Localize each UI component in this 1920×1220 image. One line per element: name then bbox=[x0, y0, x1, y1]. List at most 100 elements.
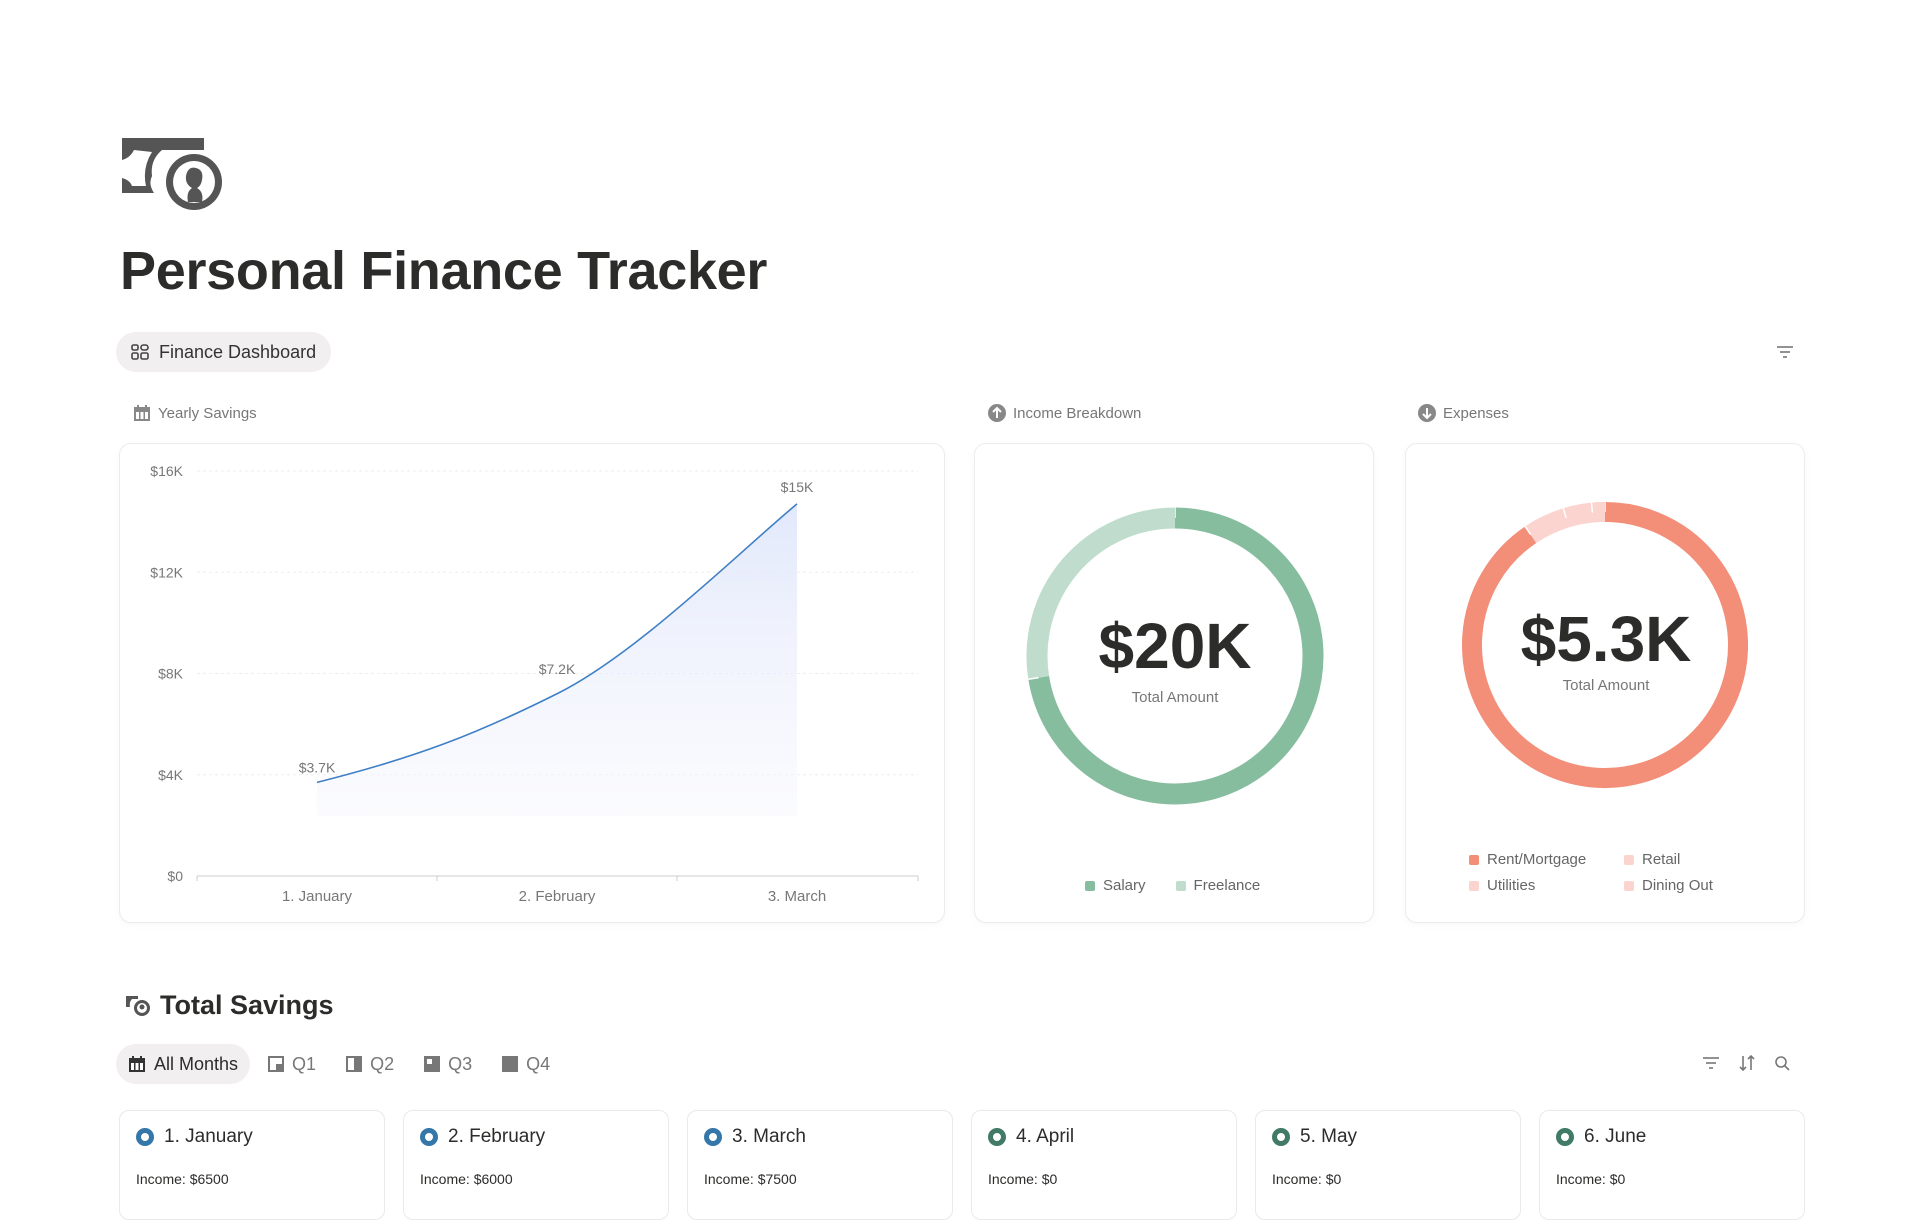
slice-separator bbox=[1590, 502, 1594, 513]
legend-label: Salary bbox=[1103, 877, 1146, 894]
expenses-total-label: Total Amount bbox=[1562, 677, 1650, 694]
month-income: Income: $0 bbox=[988, 1171, 1058, 1187]
month-title: 5. May bbox=[1272, 1126, 1357, 1148]
income-total-value: $20K bbox=[1098, 610, 1252, 682]
legend-label: Utilities bbox=[1487, 877, 1536, 894]
sort-icon[interactable] bbox=[1738, 1055, 1756, 1071]
quarter-q1-icon bbox=[268, 1056, 285, 1072]
legend-label: Retail bbox=[1642, 851, 1681, 868]
view-tabs: All Months Q1 Q2 Q3 Q4 bbox=[116, 1044, 562, 1084]
month-name: 6. June bbox=[1584, 1126, 1647, 1147]
month-income: Income: $7500 bbox=[704, 1171, 797, 1187]
month-name: 2. February bbox=[448, 1126, 546, 1147]
status-circle-icon bbox=[988, 1128, 1006, 1146]
expenses-donut-chart bbox=[1462, 502, 1748, 788]
expenses-label: Expenses bbox=[1418, 404, 1509, 422]
month-name: 1. January bbox=[164, 1126, 253, 1147]
money-coin-icon bbox=[126, 995, 150, 1016]
legend-swatch bbox=[1085, 880, 1095, 891]
legend-label: Dining Out bbox=[1642, 877, 1713, 894]
status-circle-icon bbox=[136, 1128, 154, 1146]
total-savings-heading: Total Savings bbox=[124, 990, 334, 1021]
expenses-card: $5.3K Total Amount Rent/Mortgage Retail … bbox=[1405, 443, 1805, 923]
yearly-savings-text: Yearly Savings bbox=[158, 404, 257, 422]
legend-freelance: Freelance bbox=[1175, 877, 1260, 894]
y-tick-label: $4K bbox=[158, 767, 184, 783]
quarter-q4-icon bbox=[502, 1056, 519, 1072]
income-breakdown-card: $20K Total Amount Salary Freelance bbox=[974, 443, 1374, 923]
tab-label: Q4 bbox=[526, 1053, 551, 1074]
tab-label: All Months bbox=[154, 1053, 239, 1074]
tab-label: Q3 bbox=[448, 1053, 473, 1074]
x-tick-label: 3. March bbox=[768, 888, 826, 905]
legend-dining-out: Dining Out bbox=[1624, 877, 1744, 894]
slice-separator bbox=[1524, 525, 1532, 536]
finance-dashboard-tab[interactable]: Finance Dashboard bbox=[116, 332, 332, 372]
tab-label: Q2 bbox=[370, 1053, 395, 1074]
data-label: $7.2K bbox=[539, 661, 576, 677]
month-card[interactable]: 5. May Income: $0 bbox=[1255, 1110, 1521, 1220]
status-circle-icon bbox=[1556, 1128, 1574, 1146]
y-tick-label: $16K bbox=[150, 463, 183, 479]
tab-all-months[interactable]: All Months bbox=[116, 1044, 251, 1084]
month-income: Income: $6500 bbox=[136, 1171, 229, 1187]
legend-utilities: Utilities bbox=[1469, 877, 1624, 894]
month-name: 3. March bbox=[732, 1126, 806, 1147]
status-circle-icon bbox=[1272, 1128, 1290, 1146]
calendar-icon bbox=[129, 1056, 145, 1072]
quarter-q3-icon bbox=[424, 1056, 441, 1072]
status-circle-icon bbox=[420, 1128, 438, 1146]
yearly-savings-chart-card: $0 $4K $8K $12K $16K $3.7K 1. January $7.2K 2. F… bbox=[119, 443, 945, 923]
filter-icon[interactable] bbox=[1776, 344, 1794, 360]
legend-swatch bbox=[1469, 854, 1479, 865]
x-tick-label: 1. January bbox=[282, 888, 353, 905]
tab-q2[interactable]: Q2 bbox=[334, 1044, 406, 1084]
income-breakdown-label: Income Breakdown bbox=[988, 404, 1141, 422]
month-card[interactable]: 2. February Income: $6000 bbox=[403, 1110, 669, 1220]
income-breakdown-text: Income Breakdown bbox=[1013, 404, 1142, 422]
month-name: 5. May bbox=[1300, 1126, 1358, 1147]
page-title: Personal Finance Tracker bbox=[120, 241, 768, 301]
month-name: 4. April bbox=[1016, 1126, 1075, 1147]
month-title: 3. March bbox=[704, 1126, 806, 1148]
legend-swatch bbox=[1175, 880, 1186, 891]
yearly-savings-label: Yearly Savings bbox=[133, 404, 257, 422]
month-card[interactable]: 3. March Income: $7500 bbox=[687, 1110, 953, 1220]
x-tick-label: 2. February bbox=[519, 888, 596, 905]
money-bill-coin-icon bbox=[122, 138, 222, 210]
arrow-up-circle-icon bbox=[988, 404, 1006, 422]
slice-salary bbox=[1028, 507, 1324, 805]
slice-utilities bbox=[1563, 502, 1594, 528]
legend-swatch bbox=[1624, 880, 1634, 891]
legend-retail: Retail bbox=[1624, 851, 1744, 868]
y-tick-label: $0 bbox=[167, 868, 183, 884]
legend-swatch bbox=[1624, 854, 1634, 865]
expenses-text: Expenses bbox=[1443, 404, 1509, 422]
search-icon[interactable] bbox=[1774, 1055, 1792, 1071]
month-title: 1. January bbox=[136, 1126, 253, 1148]
tab-q1[interactable]: Q1 bbox=[256, 1044, 328, 1084]
filter-icon[interactable] bbox=[1702, 1055, 1720, 1071]
status-circle-icon bbox=[704, 1128, 722, 1146]
quarter-q2-icon bbox=[346, 1056, 363, 1072]
slice-retail bbox=[1525, 508, 1570, 544]
income-donut-chart bbox=[1026, 507, 1324, 805]
legend-salary: Salary bbox=[1085, 877, 1146, 894]
slice-dining-out bbox=[1591, 502, 1606, 523]
slice-separator bbox=[1562, 508, 1567, 519]
month-title: 4. April bbox=[988, 1126, 1074, 1148]
month-income: Income: $0 bbox=[1272, 1171, 1342, 1187]
tab-q3[interactable]: Q3 bbox=[412, 1044, 484, 1084]
tab-q4[interactable]: Q4 bbox=[490, 1044, 562, 1084]
expenses-total-value: $5.3K bbox=[1520, 603, 1692, 675]
savings-line bbox=[316, 503, 798, 784]
data-label: $3.7K bbox=[299, 759, 336, 775]
calendar-icon bbox=[134, 405, 150, 421]
yearly-savings-chart: $0 $4K $8K $12K $16K $3.7K 1. January $7.2K 2. F… bbox=[150, 463, 919, 905]
y-tick-label: $12K bbox=[150, 564, 183, 580]
month-title: 2. February bbox=[420, 1126, 545, 1148]
month-card[interactable]: 6. June Income: $0 bbox=[1539, 1110, 1805, 1220]
legend-rent-mortgage: Rent/Mortgage bbox=[1469, 851, 1624, 868]
month-card[interactable]: 1. January Income: $6500 bbox=[119, 1110, 385, 1220]
month-card[interactable]: 4. April Income: $0 bbox=[971, 1110, 1237, 1220]
